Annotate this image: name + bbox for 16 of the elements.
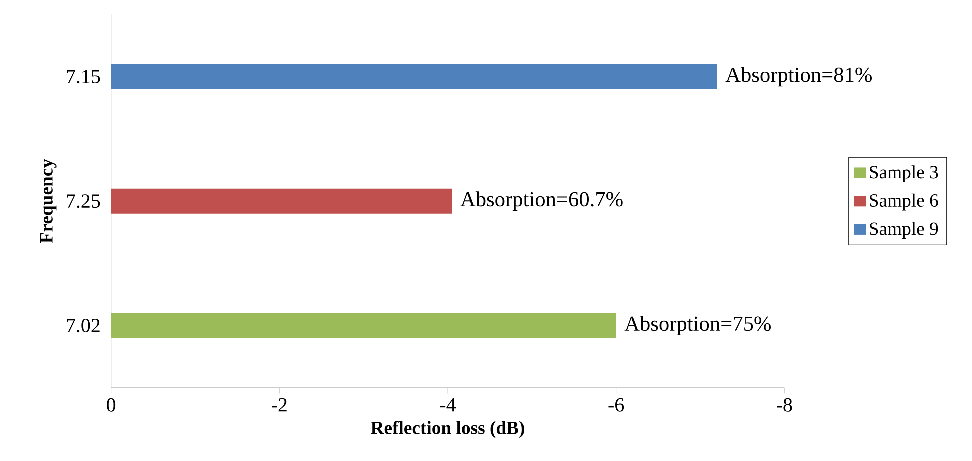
annotation: Absorption=75% bbox=[624, 316, 771, 336]
annotation: Absorption=81% bbox=[726, 67, 872, 87]
x-tick-label: -4 bbox=[440, 398, 456, 412]
x-tick-label: -6 bbox=[608, 398, 624, 412]
legend-label: Sample 6 bbox=[870, 194, 938, 211]
y-tick-label: 7.02 bbox=[67, 318, 100, 333]
x-tick-label: -8 bbox=[777, 398, 792, 412]
y-axis-title: Frequency bbox=[40, 159, 57, 244]
x-tick-label: -2 bbox=[272, 398, 287, 412]
y-tick-label: 7.15 bbox=[67, 70, 100, 84]
x-axis-title: Reflection loss (dB) bbox=[371, 421, 524, 438]
legend-label: Sample 9 bbox=[870, 222, 938, 240]
legend-label: Sample 3 bbox=[870, 166, 938, 183]
y-tick-label: 7.25 bbox=[67, 194, 100, 208]
annotation: Absorption=60.7% bbox=[460, 192, 623, 212]
x-tick-label: 0 bbox=[107, 398, 116, 412]
